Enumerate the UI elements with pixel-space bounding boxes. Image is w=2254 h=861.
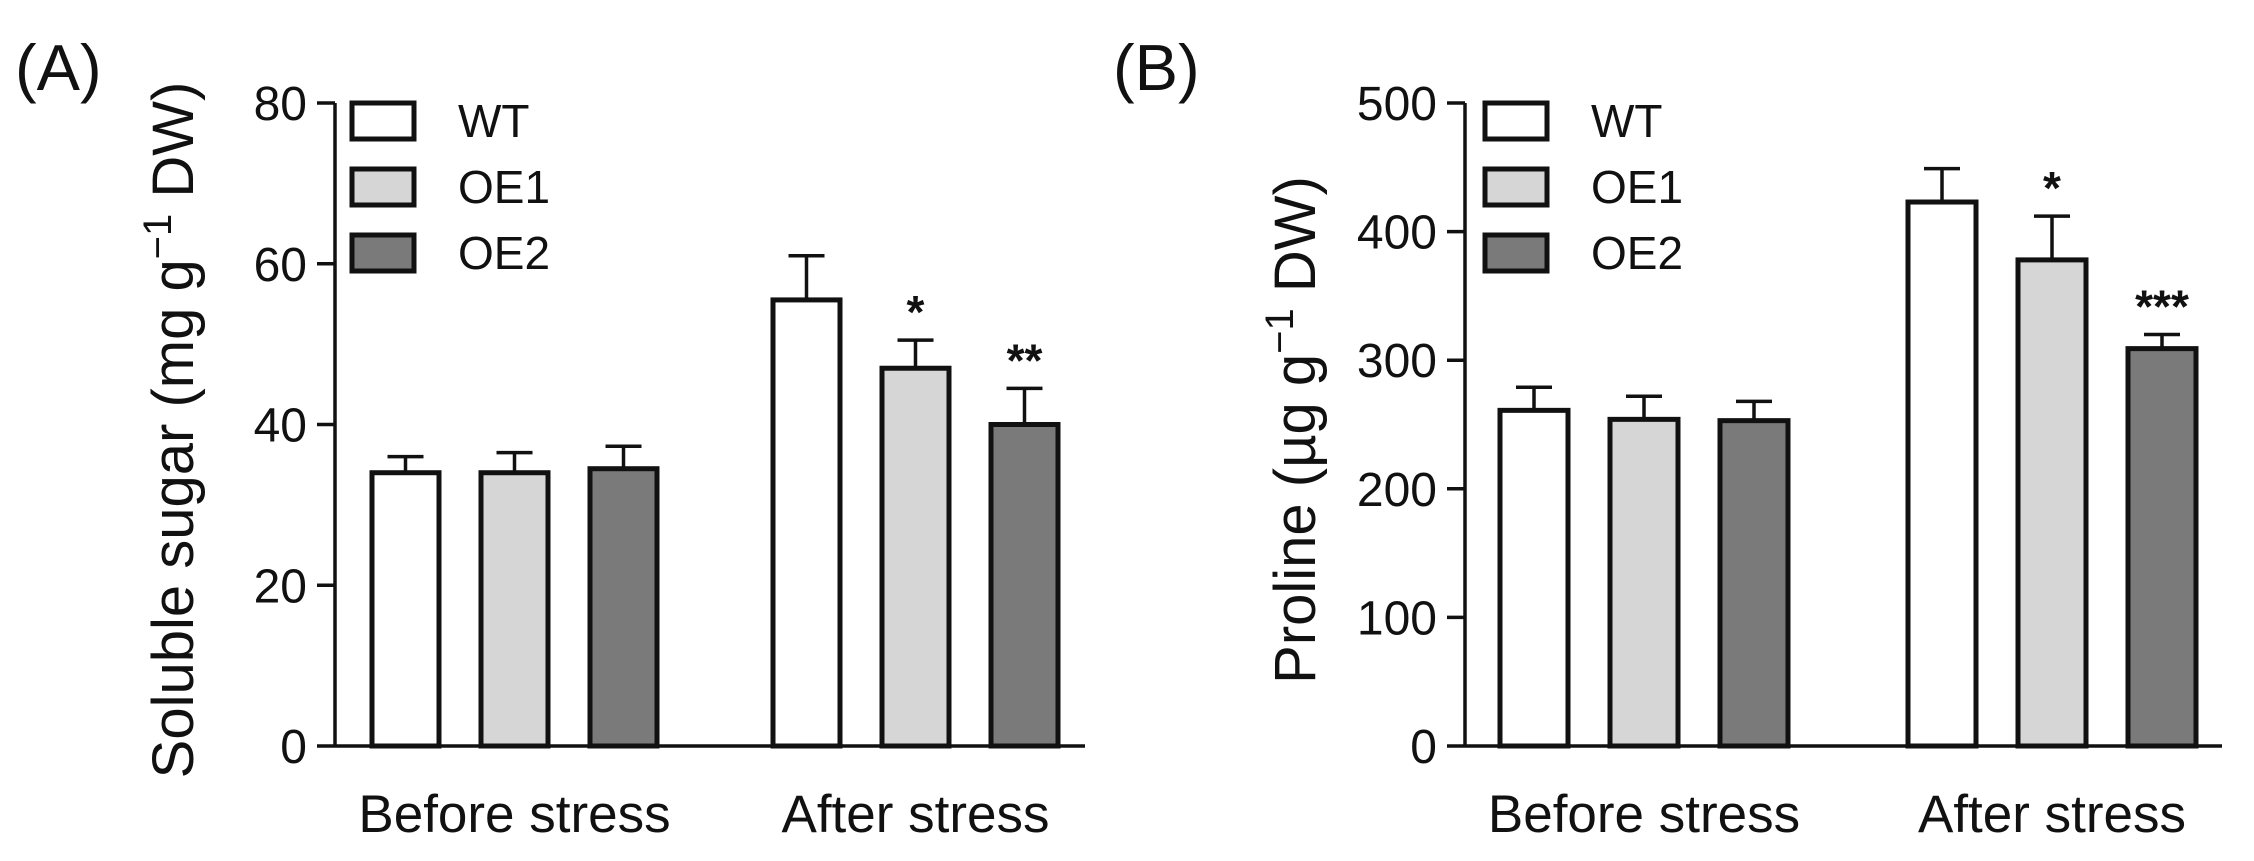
- y-tick-label: 20: [254, 560, 307, 613]
- y-tick-label: 200: [1357, 464, 1437, 517]
- significance-label: *: [2043, 162, 2061, 214]
- y-tick-label: 80: [254, 78, 307, 131]
- y-tick-label: 500: [1357, 78, 1437, 131]
- y-tick-label: 40: [254, 400, 307, 453]
- legend-swatch-OE2: [349, 232, 417, 274]
- chart-panel-2: (B) 0 100 200 300 400 500 Proline (µg g−1 DW) Be…: [1113, 31, 2222, 844]
- legend-swatch-OE2: [1482, 232, 1550, 274]
- panel-label: (B): [1113, 31, 1200, 104]
- legend-label-WT: WT: [1591, 95, 1663, 147]
- bar-OE2-2: [988, 422, 1061, 749]
- bar-OE1-2: [2015, 257, 2089, 749]
- panel-label: (A): [15, 31, 102, 104]
- legend-swatch-OE1: [349, 166, 417, 208]
- significance-label: **: [1007, 334, 1043, 386]
- y-axis-label: Proline (µg g−1 DW): [1258, 176, 1328, 684]
- legend-label-OE1: OE1: [458, 161, 550, 213]
- bar-OE2-1: [1717, 418, 1791, 749]
- y-tick-label: 0: [280, 721, 307, 774]
- y-tick-label: 60: [254, 239, 307, 292]
- significance-label: ***: [2135, 280, 2189, 332]
- legend-label-OE2: OE2: [458, 227, 550, 279]
- x-category-label: After stress: [781, 785, 1049, 844]
- legend-label-OE2: OE2: [1591, 227, 1683, 279]
- significance-label: *: [907, 286, 925, 338]
- bar-OE1-1: [478, 470, 551, 749]
- y-tick-label: 300: [1357, 335, 1437, 388]
- bar-OE1-1: [1607, 416, 1681, 749]
- legend-swatch-WT: [349, 100, 417, 142]
- chart-panel-1: (A) 0 20 40 60 80 Soluble sugar (mg g−1 DW) Bef…: [15, 31, 1085, 844]
- legend-label-OE1: OE1: [1591, 161, 1683, 213]
- x-category-label: Before stress: [1488, 785, 1800, 844]
- bar-OE1-2: [879, 365, 952, 749]
- y-tick-label: 400: [1357, 207, 1437, 260]
- y-tick-label: 100: [1357, 592, 1437, 645]
- bar-WT-2: [1905, 199, 1979, 749]
- legend-swatch-OE1: [1482, 166, 1550, 208]
- bar-WT-2: [770, 297, 843, 749]
- bar-OE2-2: [2125, 346, 2199, 749]
- y-tick-label: 0: [1410, 721, 1437, 774]
- x-category-label: Before stress: [358, 785, 670, 844]
- y-axis-label: Soluble sugar (mg g−1 DW): [136, 82, 206, 779]
- bar-OE2-1: [587, 466, 660, 749]
- legend-label-WT: WT: [458, 95, 530, 147]
- x-category-label: After stress: [1918, 785, 2186, 844]
- legend-swatch-WT: [1482, 100, 1550, 142]
- bar-WT-1: [369, 470, 442, 749]
- bar-WT-1: [1497, 407, 1571, 749]
